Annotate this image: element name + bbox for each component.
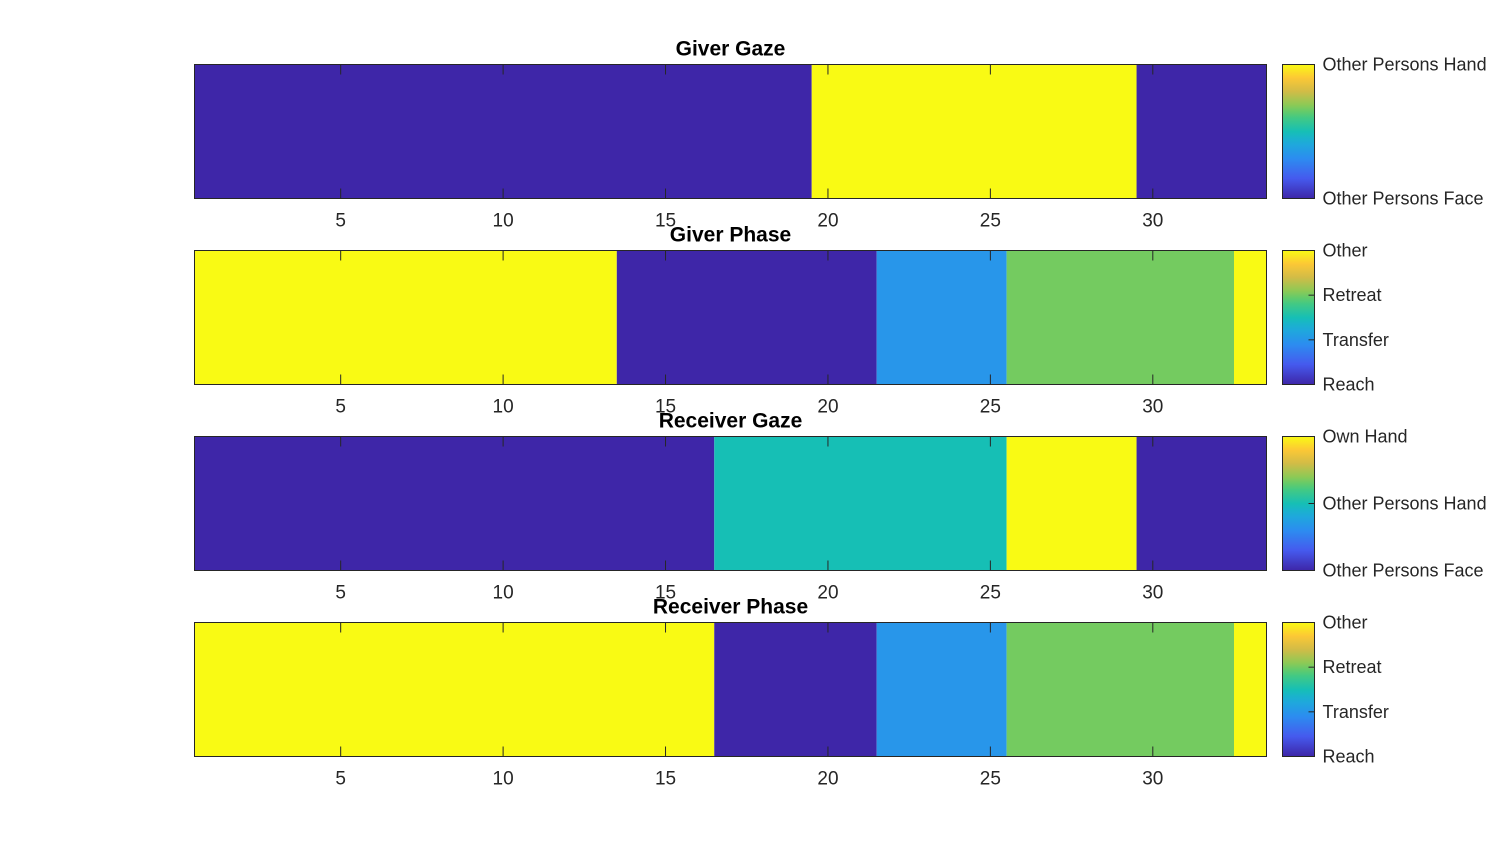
heatmap-segment-2	[714, 622, 877, 757]
x-tick-label: 25	[980, 397, 1001, 418]
colorbar	[1282, 64, 1315, 199]
subplot-title: Receiver Gaze	[659, 410, 803, 433]
heatmap-segment-2	[811, 64, 1137, 199]
x-tick-label: 20	[817, 211, 838, 232]
x-tick-label: 30	[1142, 211, 1163, 232]
colorbar-tick-label: Transfer	[1323, 330, 1389, 350]
subplot-4: 5 10 15 20 25 30 Receiver Phase Reach Transfer Re…	[194, 596, 1389, 790]
x-tick-label: 15	[655, 211, 676, 232]
heatmap-segment-1	[194, 436, 715, 571]
axes-box	[194, 64, 1267, 199]
heatmap-segment-4	[1006, 250, 1235, 385]
x-tick-label: 5	[335, 583, 346, 604]
colorbar	[1282, 250, 1315, 385]
heatmap-segment-3	[876, 250, 1007, 385]
heatmap-segment-3	[876, 622, 1007, 757]
x-tick-label: 30	[1142, 769, 1163, 790]
colorbar-tick-label: Other	[1323, 241, 1368, 261]
heatmap-segment-5	[1234, 622, 1267, 757]
x-tick-label: 25	[980, 769, 1001, 790]
colorbar-tick-label: Other Persons Face	[1323, 189, 1484, 209]
subplot-title: Receiver Phase	[653, 596, 808, 619]
axes-box	[194, 622, 1267, 757]
colorbar-tick-label: Own Hand	[1323, 427, 1408, 447]
x-tick-label: 25	[980, 583, 1001, 604]
x-tick-label: 15	[655, 583, 676, 604]
colorbar-tick-label: Other Persons Hand	[1323, 55, 1487, 75]
heatmap-segment-4	[1136, 436, 1267, 571]
x-tick-label: 5	[335, 397, 346, 418]
x-tick-label: 10	[493, 211, 514, 232]
heatmap-segment-4	[1006, 622, 1235, 757]
colorbar-tick-label: Reach	[1323, 747, 1375, 767]
x-tick-label: 20	[817, 397, 838, 418]
x-tick-label: 10	[493, 769, 514, 790]
subplot-title: Giver Phase	[670, 224, 791, 247]
x-tick-label: 20	[817, 583, 838, 604]
x-tick-label: 15	[655, 397, 676, 418]
x-tick-label: 10	[493, 397, 514, 418]
x-tick-label: 5	[335, 211, 346, 232]
heatmap-segment-5	[1234, 250, 1267, 385]
heatmap-segment-2	[616, 250, 877, 385]
subplot-2: 5 10 15 20 25 30 Giver Phase Reach Transfer Retre…	[194, 224, 1389, 418]
colorbar-tick-label: Retreat	[1323, 285, 1382, 305]
axes-box	[194, 250, 1267, 385]
x-tick-label: 5	[335, 769, 346, 790]
x-tick-label: 20	[817, 769, 838, 790]
axes-box	[194, 436, 1267, 571]
heatmap-segment-2	[714, 436, 1007, 571]
colorbar	[1282, 622, 1315, 757]
heatmap-segment-1	[194, 622, 715, 757]
subplot-3: 5 10 15 20 25 30 Receiver Gaze Other Persons Fa…	[194, 410, 1487, 604]
colorbar-tick-label: Other	[1323, 613, 1368, 633]
colorbar-tick-label: Reach	[1323, 375, 1375, 395]
subplot-1: 5 10 15 20 25 30 Giver Gaze Other Persons Face O…	[194, 38, 1487, 232]
x-tick-label: 30	[1142, 583, 1163, 604]
subplot-title: Giver Gaze	[676, 38, 786, 61]
colorbar-tick-label: Other Persons Face	[1323, 561, 1484, 581]
x-tick-label: 25	[980, 211, 1001, 232]
heatmap-segment-3	[1136, 64, 1267, 199]
colorbar-tick-label: Transfer	[1323, 702, 1389, 722]
x-tick-label: 30	[1142, 397, 1163, 418]
x-tick-label: 10	[493, 583, 514, 604]
heatmap-segment-1	[194, 250, 617, 385]
x-tick-label: 15	[655, 769, 676, 790]
colorbar-tick-label: Other Persons Hand	[1323, 494, 1487, 514]
heatmap-segment-3	[1006, 436, 1137, 571]
colorbar-tick-label: Retreat	[1323, 657, 1382, 677]
heatmap-segment-1	[194, 64, 812, 199]
